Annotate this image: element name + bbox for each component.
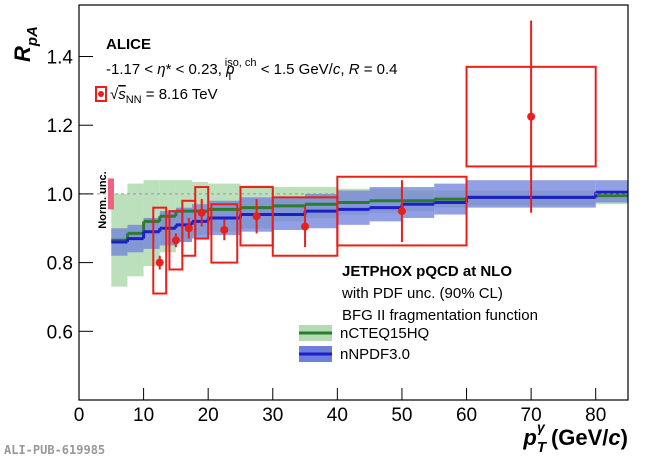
cuts-part: c [333,61,341,78]
theory-line: BFG II fragmentation function [342,307,538,324]
cuts: -1.17 < η* < 0.23, pTiso, ch < 1.5 GeV/c… [106,57,397,83]
band [401,187,435,218]
experiment: ALICE [106,36,151,53]
cuts-part: , [340,61,348,78]
cuts-part: p [225,61,234,78]
cuts-part: T [226,71,233,83]
legend-label: nNPDF3.0 [340,346,410,363]
y-axis-label: RpA [10,26,41,62]
cuts-part: iso, ch [225,57,257,69]
x-label-unit: c [608,425,620,450]
energy-part: √ [110,86,119,103]
data-point [184,224,193,233]
marks [79,20,628,295]
cuts-part: * < 0.23, [166,61,226,78]
data-point [171,236,180,245]
band [369,187,402,222]
energy-part: s [118,86,126,103]
y-tick-label: 1.2 [47,116,73,137]
cuts-part: -1.17 < [106,61,157,78]
y-tick-label: 1.4 [47,48,74,69]
y-tick-label: 1.0 [47,185,73,206]
data-point [197,208,206,217]
y-tick-label: 0.6 [47,322,73,343]
energy-part: NN [126,94,142,106]
frame [78,4,629,401]
cuts-part: = 0.4 [360,61,398,78]
x-label-unit: ) [621,425,628,450]
y-label-sub: pA [24,26,41,47]
x-label-sup: γ [537,419,546,435]
legend-data-box [95,86,107,102]
norm-unc-label: Norm. unc. [97,171,109,228]
sys-box [336,175,468,247]
publication-id: ALI-PUB-619985 [4,443,105,457]
x-tick-label: 30 [262,405,283,426]
data-point [252,212,261,221]
x-label-unit: (GeV/ [545,425,609,450]
sys-box [152,206,168,295]
sys-box [194,186,210,240]
y-label-main: R [10,46,35,62]
data-point [301,222,310,231]
theory-title: JETPHOX pQCD at NLO [342,263,512,280]
x-tick-label: 70 [521,405,542,426]
legend-label: nCTEQ15HQ [340,325,429,342]
x-tick-label: 0 [74,405,85,426]
legend: nCTEQ15HQ nNPDF3.0 [299,325,429,363]
cuts-part: R [349,61,360,78]
band [143,217,160,249]
cuts-part: η [157,61,165,78]
x-label-sub: T [537,439,548,456]
cuts-part: < 1.5 GeV/ [257,61,334,78]
legend-data-marker [98,91,104,97]
x-axis-label: pTγ (GeV/c) [522,419,628,456]
x-tick-label: 20 [198,405,219,426]
x-label-main: p [522,425,536,450]
theory-line: with PDF unc. (90% CL) [341,285,503,302]
data-point [155,258,164,267]
y-tick-label: 0.8 [47,254,73,275]
data-point [527,112,536,121]
x-tick-label: 60 [456,405,477,426]
x-tick-label: 10 [133,405,154,426]
norm-unc-box [108,178,114,210]
x-tick-label: 40 [327,405,348,426]
band [337,190,370,225]
data-point [397,207,406,216]
energy: √sNN = 8.16 TeV [110,86,218,106]
data-point [220,225,229,234]
x-tick-label: 80 [585,405,606,426]
energy-part: = 8.16 TeV [142,86,218,103]
sys-box [210,203,239,264]
x-tick-label: 50 [391,405,412,426]
